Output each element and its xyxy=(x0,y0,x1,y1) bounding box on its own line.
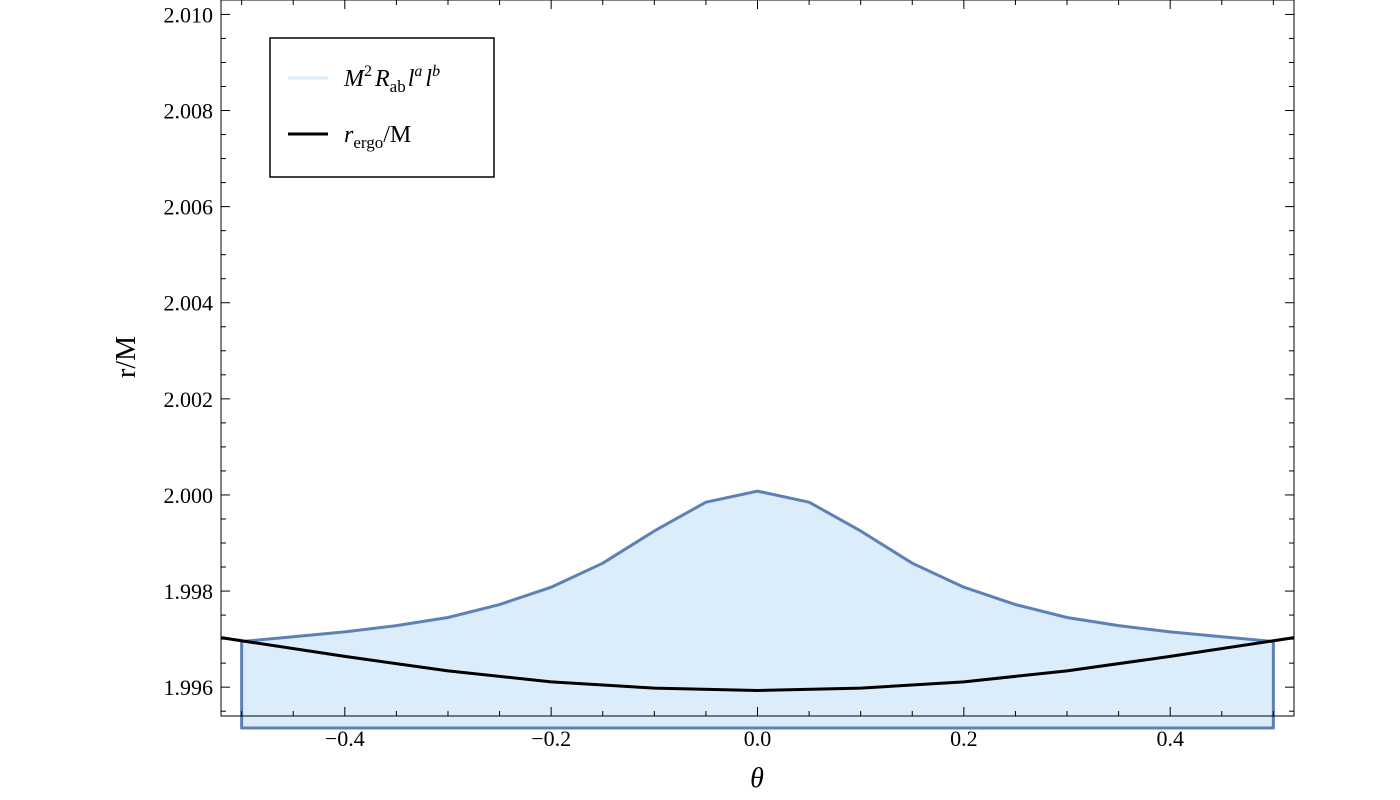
region-area xyxy=(240,489,1275,730)
y-tick-label: 2.008 xyxy=(164,99,214,124)
tick-labels: −0.4 −0.2 0.0 0.2 0.4 1.996 1.998 2.000 2.002 2.0… xyxy=(164,2,1184,751)
x-tick-label: 0.0 xyxy=(744,726,772,751)
y-tick-label: 2.006 xyxy=(164,195,214,220)
legend-label-region: M2 Rabla lb xyxy=(343,63,440,96)
legend: M2 Rabla lb rergo/M xyxy=(269,37,495,178)
y-axis-title: r/M xyxy=(111,336,142,378)
x-tick-label: 0.4 xyxy=(1156,726,1184,751)
y-tick-label: 2.010 xyxy=(164,2,214,27)
plot-marks xyxy=(220,489,1295,730)
y-tick-label: 2.000 xyxy=(164,483,214,508)
x-tick-label: −0.4 xyxy=(325,726,365,751)
x-tick-label: −0.2 xyxy=(531,726,571,751)
x-axis-title: θ xyxy=(750,763,764,794)
y-tick-label: 2.004 xyxy=(164,291,214,316)
ergo-line xyxy=(220,636,1295,693)
legend-label-ergo: rergo/M xyxy=(344,122,411,152)
y-tick-label: 1.998 xyxy=(164,579,214,604)
axis-ticks xyxy=(221,0,1294,716)
y-tick-label: 2.002 xyxy=(164,387,214,412)
y-tick-label: 1.996 xyxy=(164,675,214,700)
x-tick-label: 0.2 xyxy=(950,726,978,751)
legend-box xyxy=(269,37,495,178)
